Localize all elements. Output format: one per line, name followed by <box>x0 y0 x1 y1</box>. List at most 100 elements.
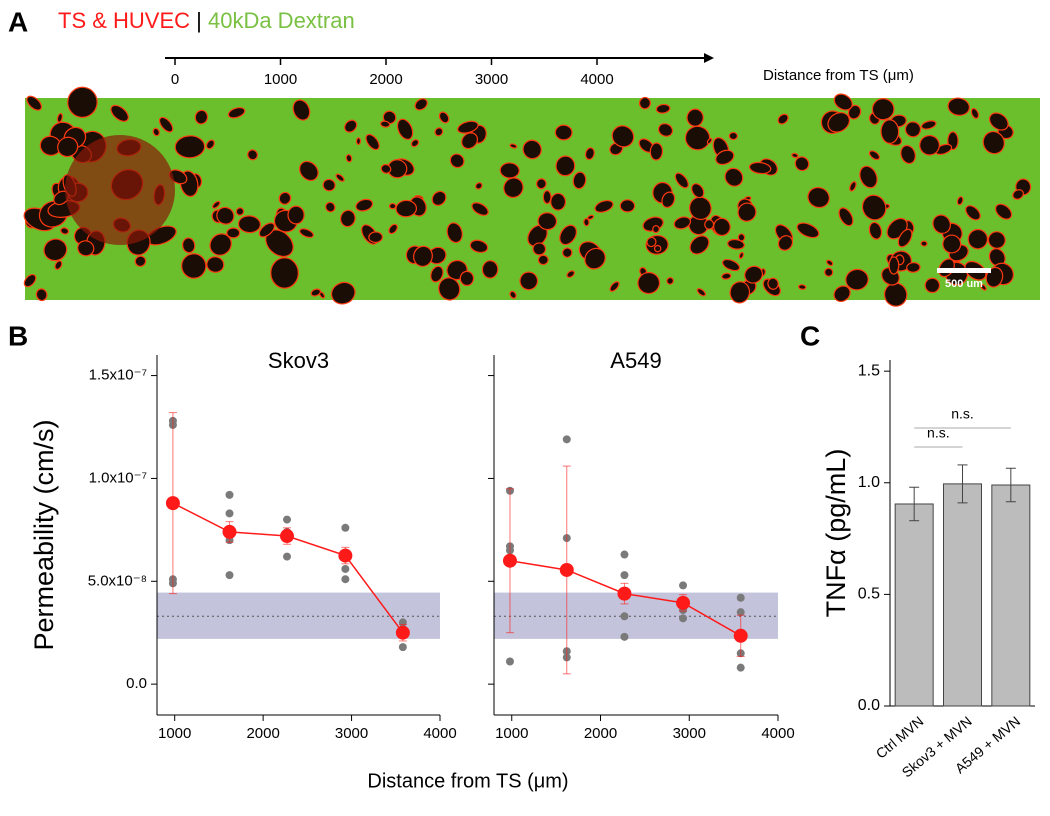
vessel-gap <box>550 192 567 211</box>
scale-bar <box>937 268 991 273</box>
vessel-gap <box>431 190 447 206</box>
replicate-point <box>283 552 292 561</box>
vessel-gap <box>237 215 261 234</box>
vessel-gap <box>554 124 573 141</box>
vessel-gap <box>611 125 635 148</box>
vessel-gap <box>57 136 79 158</box>
vessel-gap <box>924 277 941 294</box>
vessel-gap <box>174 135 206 159</box>
vessel-gap <box>845 268 869 291</box>
mean-point <box>280 529 295 544</box>
title-part: TS & HUVEC <box>58 8 190 33</box>
y-axis-label: TNFα (pg/mL) <box>821 449 851 618</box>
vessel-gap <box>287 205 305 225</box>
vessel-gap <box>335 173 345 182</box>
vessel-gap <box>322 178 336 192</box>
vessel-gap <box>674 172 689 189</box>
vessel-gap <box>744 265 764 284</box>
vessel-gap <box>537 212 558 231</box>
scale-bar-label: 500 um <box>945 278 983 290</box>
vessel-gap <box>340 209 356 228</box>
replicate-point <box>562 435 571 444</box>
vessel-gap <box>368 231 383 244</box>
replicate-point <box>341 575 350 584</box>
vessel-gap <box>388 202 397 210</box>
vessel-gap <box>396 118 414 140</box>
vessel-gap <box>434 127 444 137</box>
vessel-gap <box>897 228 913 248</box>
vessel-gap <box>355 198 374 212</box>
vessel-gap <box>649 142 664 161</box>
replicate-point <box>283 515 292 524</box>
vessel-gap <box>459 270 475 287</box>
vessel-gap <box>721 258 741 272</box>
vessel-gap <box>299 228 314 238</box>
vessel-gap <box>728 131 738 141</box>
mean-point <box>676 595 691 610</box>
vessel-gap <box>430 265 444 283</box>
vessel-gap <box>721 272 732 280</box>
replicate-point <box>225 509 234 518</box>
vessel-gap <box>980 283 987 291</box>
y-axis-label: Permeability (cm/s) <box>29 419 59 650</box>
y-tick-label: 1.0 <box>858 474 880 491</box>
x-tick-label: 1000 <box>158 725 191 742</box>
x-tick-label: 1000 <box>495 725 528 742</box>
vessel-gap <box>67 86 98 118</box>
vessel-gap <box>967 228 989 250</box>
vessel-gap <box>982 130 1005 155</box>
vessel-gap <box>469 239 489 254</box>
vessel-gap <box>920 240 928 247</box>
vessel-gap <box>824 267 834 277</box>
bar <box>991 484 1031 707</box>
vessel-gap <box>713 217 731 237</box>
y-tick-label: 0.5 <box>858 586 880 603</box>
vessel-gap <box>365 133 380 151</box>
y-tick-label: 0.0 <box>858 697 880 714</box>
vessel-gap <box>777 235 794 251</box>
reference-band <box>157 592 440 639</box>
vessel-gap <box>987 231 1006 249</box>
vessel-gap <box>888 256 900 275</box>
vessel-gap <box>310 288 322 297</box>
vessel-gap <box>932 214 951 234</box>
vessel-gap <box>988 112 1009 131</box>
replicate-point <box>225 571 234 580</box>
vessel-gap <box>919 134 940 156</box>
vessel-gap <box>767 277 779 290</box>
replicate-point <box>225 490 234 499</box>
vessel-gap <box>900 144 916 165</box>
vessel-gap <box>438 111 450 124</box>
vessel-gap <box>292 99 311 121</box>
vessel-gap <box>270 257 299 289</box>
vessel-gap <box>26 95 43 111</box>
tick-label: 3000 <box>475 71 508 88</box>
vessel-gap <box>395 199 418 218</box>
mean-point <box>165 496 180 511</box>
vessel-gap <box>537 254 549 266</box>
x-tick-label: 3000 <box>335 725 368 742</box>
micrograph <box>23 86 1040 307</box>
vessel-gap <box>542 190 552 205</box>
y-tick-label: 0.0 <box>126 675 147 692</box>
vessel-gap <box>826 259 834 267</box>
vessel-gap <box>637 271 661 295</box>
vessel-gap <box>942 234 962 254</box>
x-tick-label: 3000 <box>673 725 706 742</box>
vessel-gap <box>807 186 830 209</box>
vessel-gap <box>794 156 810 172</box>
vessel-gap <box>838 207 854 227</box>
vessel-gap <box>181 253 207 279</box>
vessel-gap <box>413 245 433 267</box>
vessel-gap <box>970 107 980 119</box>
vessel-gap <box>449 153 465 169</box>
panel-title: TS & HUVEC | 40kDa Dextran <box>58 8 355 33</box>
vessel-gap <box>947 97 970 116</box>
vessel-gap <box>587 214 595 220</box>
y-tick-label: 1.5 <box>858 362 880 379</box>
vessel-gap <box>258 222 276 238</box>
replicate-point <box>505 657 514 666</box>
vessel-gap <box>657 123 674 137</box>
title-part: 40kDa Dextran <box>202 8 355 33</box>
mean-point <box>617 586 632 601</box>
